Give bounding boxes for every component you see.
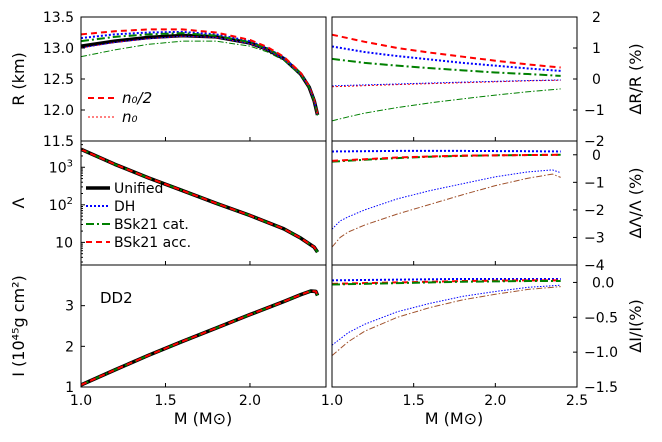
series-group xyxy=(81,147,320,254)
series-line-n0 xyxy=(81,35,319,116)
panel-dR: −2 −1 0 1 2 ΔR/R (%) xyxy=(331,10,645,150)
legend-label: n₀/2 xyxy=(122,89,152,107)
axes-frame xyxy=(80,264,327,388)
x-axis-label-right: M (M⊙) xyxy=(425,409,484,428)
panel-dLambda: −4 −3 −2 −1 0 ΔΛ/Λ (%) xyxy=(331,140,645,274)
y-axis-label: R (km) xyxy=(9,52,28,106)
annotation-eos: DD2 xyxy=(100,289,133,307)
y-tick-label: −0.5 xyxy=(584,310,618,326)
y-tick-label: 0 xyxy=(592,72,601,88)
axes-frame xyxy=(331,16,578,142)
y-tick-label: 13.0 xyxy=(43,41,74,57)
x-axis-label-left: M (M⊙) xyxy=(174,409,233,428)
legend-models: Unified DH BSk21 cat. BSk21 acc. xyxy=(86,181,191,251)
y-tick-label: 13.5 xyxy=(43,10,74,26)
y-tick-label: 2 xyxy=(65,339,74,355)
series-line-bsk21-acc- xyxy=(81,290,319,386)
legend-label: Unified xyxy=(114,181,163,197)
y-tick-label: 0 xyxy=(592,148,601,164)
series-line-acc-n0 xyxy=(332,286,561,357)
series-line-n0 xyxy=(332,79,561,88)
x-tick-label: 2.0 xyxy=(239,393,261,409)
series-line-dh-n0 xyxy=(81,35,319,116)
y-tick-label: −2 xyxy=(584,203,605,219)
y-tick-label: 1 xyxy=(592,41,601,57)
panel-Lambda: 10 102 103 Λ xyxy=(9,140,327,266)
series-line-bsk21-cat- xyxy=(332,280,561,286)
y-axis-label: I (10⁴⁵g cm²) xyxy=(9,275,28,377)
series-line-dh-n0 xyxy=(332,169,561,230)
y-tick-label: 103 xyxy=(49,158,73,176)
series-group xyxy=(332,149,561,248)
series-line-dh xyxy=(81,30,319,115)
series-group xyxy=(81,28,320,116)
series-line-dh xyxy=(332,149,561,153)
y-axis-label: ΔI/I(%) xyxy=(626,299,645,352)
x-tick-label: 2.5 xyxy=(566,393,588,409)
series-line-bsk21-acc- xyxy=(332,33,561,69)
panel-R: 11.5 12.0 12.5 13.0 13.5 R (km) xyxy=(9,10,327,150)
y-tick-label: 102 xyxy=(49,196,73,214)
series-group xyxy=(332,277,561,357)
series-line-bsk21-acc- xyxy=(81,148,319,253)
x-tick-label: 1.5 xyxy=(154,393,176,409)
series-line-acc-n0 xyxy=(332,173,561,248)
series-line-dh-n0 xyxy=(332,79,561,87)
y-tick-label: 12.5 xyxy=(43,72,74,88)
y-tick-label: 10 xyxy=(55,235,73,251)
y-tick-label: 12.0 xyxy=(43,103,74,119)
y-tick-label: −2 xyxy=(584,134,605,150)
series-line-bsk21-cat- xyxy=(81,32,319,116)
series-line-cat-n0 xyxy=(332,88,561,122)
x-tick-label: 2.0 xyxy=(484,393,506,409)
series-line-bsk21-acc- xyxy=(81,28,319,115)
legend-label: DH xyxy=(114,199,135,215)
x-tick-label: 1.0 xyxy=(70,393,92,409)
y-tick-label: 3 xyxy=(65,299,74,315)
series-line-bsk21-acc- xyxy=(332,153,561,162)
series-group xyxy=(332,33,561,122)
x-tick-label: 1.0 xyxy=(321,393,343,409)
series-line-cat-n0 xyxy=(81,40,319,116)
legend-density: n₀/2n₀ xyxy=(88,89,152,126)
axes-frame xyxy=(331,264,578,388)
y-tick-label: −3 xyxy=(584,230,605,246)
y-tick-label: −4 xyxy=(584,258,605,274)
y-tick-label: −1.5 xyxy=(584,380,618,396)
series-line-dh xyxy=(332,45,561,72)
x-tick-label: 1.5 xyxy=(403,393,425,409)
y-axis-label: ΔΛ/Λ (%) xyxy=(626,168,645,239)
panel-I: 1 2 3 1.0 1.5 2.0 I (10⁴⁵g cm²) xyxy=(9,264,327,409)
y-tick-label: 1 xyxy=(65,380,74,396)
series-line-bsk21-cat- xyxy=(332,57,561,77)
y-tick-label: −1.0 xyxy=(584,345,618,361)
series-line-dh-n0 xyxy=(332,284,561,346)
legend-label: n₀ xyxy=(122,108,138,126)
y-tick-label: 0.0 xyxy=(592,275,614,291)
series-line-unified xyxy=(81,33,320,116)
legend-label: BSk21 cat. xyxy=(114,217,189,233)
y-tick-label: 11.5 xyxy=(43,134,74,150)
y-axis-label: Λ xyxy=(9,197,28,208)
y-axis-label: ΔR/R (%) xyxy=(626,43,645,114)
y-tick-label: 2 xyxy=(592,10,601,26)
legend-label: BSk21 acc. xyxy=(114,235,191,251)
y-tick-label: −1 xyxy=(584,103,605,119)
panel-dI: −1.5 −1.0 −0.5 0.0 1.0 1.5 2.0 2.5 ΔI/I(%) xyxy=(321,264,645,409)
y-tick-label: −1 xyxy=(584,175,605,191)
series-group xyxy=(81,289,320,387)
